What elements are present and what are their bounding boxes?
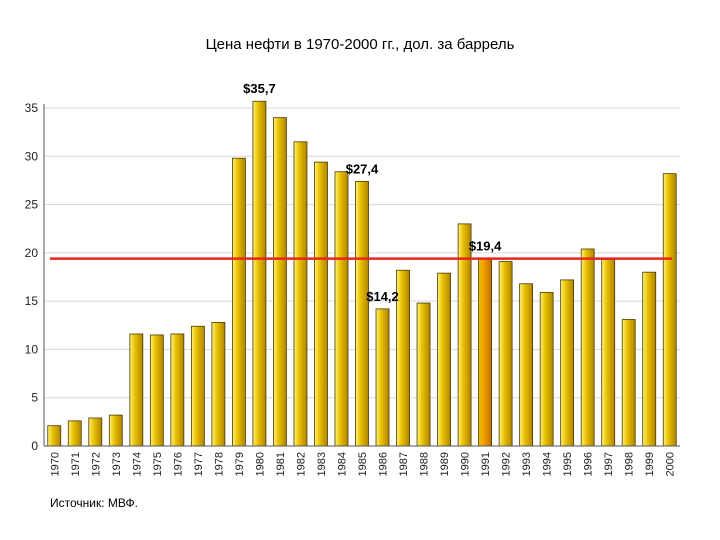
bar-1971 (67, 420, 82, 447)
bar-1980 (252, 100, 267, 447)
x-tick-label: 1984 (336, 452, 348, 476)
bar-1975 (149, 334, 164, 447)
x-tick-label: 1973 (111, 452, 123, 476)
y-tick-label: 0 (31, 439, 38, 453)
bar-1983 (314, 161, 328, 447)
x-tick-label: 1970 (49, 452, 61, 476)
x-tick-label: 1972 (90, 452, 102, 476)
x-axis-ticks: 1970 1971 1972 1973 1974 1975 1976 1977 1978 1979… (49, 452, 676, 476)
annotation-label: $19,4 (469, 239, 502, 254)
annotations: $35,7 $27,4 $14,2 $19,4 (243, 81, 502, 304)
y-tick-label: 5 (31, 391, 38, 405)
x-tick-label: 1979 (234, 452, 246, 476)
bar-1992 (498, 261, 513, 447)
x-tick-label: 1998 (624, 452, 636, 476)
x-tick-label: 1976 (172, 452, 184, 476)
annotation-label: $35,7 (243, 81, 276, 96)
bar-1988 (416, 302, 431, 447)
x-tick-label: 1999 (644, 452, 656, 476)
bars (47, 100, 677, 447)
x-tick-label: 1982 (295, 452, 307, 476)
bar-1970 (47, 425, 62, 447)
y-tick-label: 35 (25, 101, 39, 115)
bar-1985 (355, 180, 369, 447)
bar-1973 (108, 414, 123, 447)
bar-1989 (437, 272, 451, 447)
x-tick-label: 1978 (213, 452, 225, 476)
x-tick-label: 1980 (254, 452, 266, 476)
bar-1996 (580, 248, 595, 447)
x-tick-label: 1985 (357, 452, 369, 476)
annotation-label: $27,4 (346, 161, 379, 176)
x-tick-label: 1990 (460, 452, 472, 476)
x-tick-label: 1996 (583, 452, 595, 476)
x-tick-label: 1994 (542, 452, 554, 476)
axes (43, 104, 680, 447)
x-tick-label: 1992 (501, 452, 513, 476)
bar-1977 (190, 325, 205, 447)
y-tick-label: 20 (25, 246, 39, 260)
x-tick-label: 1997 (603, 452, 615, 476)
bar-1979 (232, 157, 246, 447)
x-tick-label: 1983 (316, 452, 328, 476)
y-tick-label: 15 (25, 294, 39, 308)
y-tick-label: 10 (25, 342, 39, 356)
chart-title: Цена нефти в 1970-2000 гг., дол. за барр… (205, 36, 515, 53)
x-tick-label: 1988 (419, 452, 431, 476)
y-tick-label: 25 (25, 198, 39, 212)
y-tick-label: 30 (25, 149, 39, 163)
bar-1999 (642, 271, 657, 447)
x-tick-label: 1993 (521, 452, 533, 476)
annotation-label: $14,2 (366, 289, 399, 304)
x-tick-label: 1974 (131, 452, 143, 476)
bar-1993 (519, 283, 534, 447)
x-tick-label: 1971 (70, 452, 82, 476)
x-tick-label: 1975 (152, 452, 164, 476)
bar-1984 (334, 171, 349, 447)
x-tick-label: 1977 (193, 452, 205, 476)
y-axis-ticks: 0 5 10 15 20 25 30 35 (25, 101, 39, 453)
x-tick-label: 1991 (480, 452, 492, 476)
bar-1982 (293, 141, 308, 447)
bar-2000 (662, 173, 677, 447)
bar-1976 (170, 333, 185, 447)
bar-1995 (560, 279, 575, 447)
bar-1997 (601, 259, 616, 447)
bar-1972 (88, 417, 103, 447)
bar-1994 (539, 292, 554, 447)
x-tick-label: 2000 (665, 452, 677, 476)
bar-1991 (478, 258, 492, 447)
x-tick-label: 1989 (439, 452, 451, 476)
x-tick-label: 1986 (378, 452, 390, 476)
x-tick-label: 1981 (275, 452, 287, 476)
bar-1998 (621, 319, 636, 447)
bar-1986 (375, 308, 390, 447)
bar-1981 (273, 117, 287, 447)
bar-1974 (129, 333, 144, 447)
bar-1978 (211, 321, 226, 447)
bar-1990 (457, 223, 472, 447)
x-tick-label: 1987 (398, 452, 410, 476)
x-tick-label: 1995 (562, 452, 574, 476)
source-note: Источник: МВФ. (50, 496, 138, 510)
